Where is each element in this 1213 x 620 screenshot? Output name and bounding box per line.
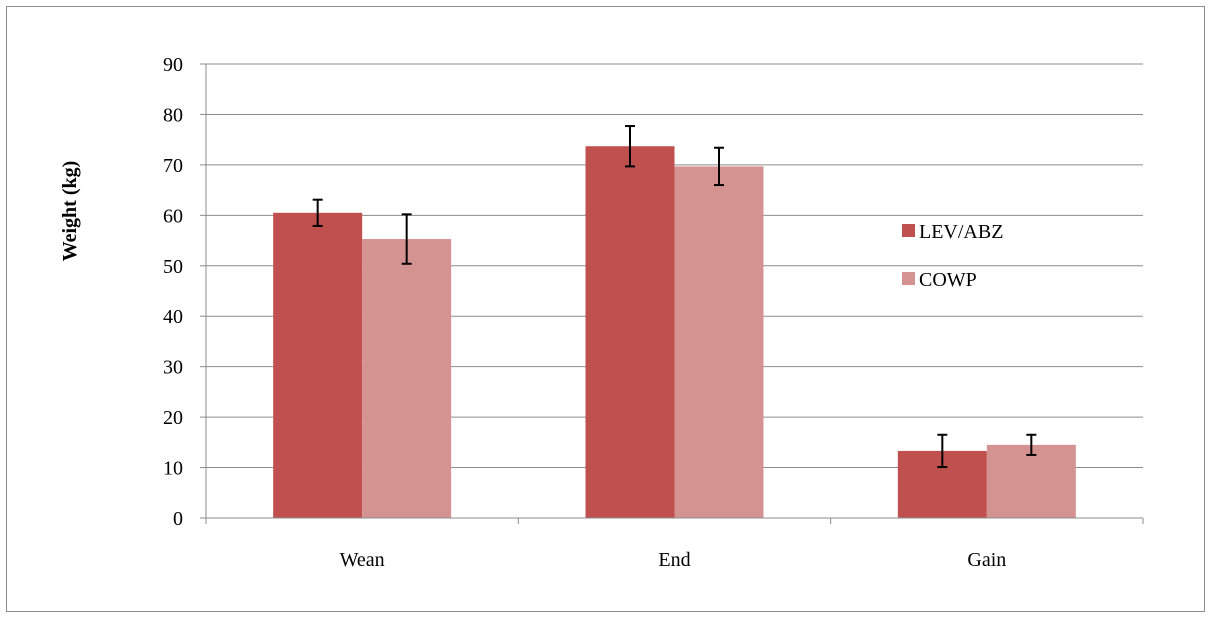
y-axis-label: Weight (kg) xyxy=(59,161,81,262)
legend-item: COWP xyxy=(902,269,977,291)
y-tick-label: 70 xyxy=(163,155,183,177)
legend-swatch xyxy=(902,272,915,285)
error-bar xyxy=(714,146,724,187)
error-bar xyxy=(625,125,635,168)
legend-label: COWP xyxy=(919,269,977,291)
bar-cowp-end xyxy=(674,166,764,518)
x-tick-labels: Wean End Gain xyxy=(340,549,1007,571)
y-tick-label: 40 xyxy=(163,306,183,328)
legend-swatch xyxy=(902,224,915,237)
error-bars xyxy=(312,125,1037,469)
bar-cowp-wean xyxy=(362,239,452,518)
error-bar xyxy=(312,198,323,227)
error-bar xyxy=(1026,433,1037,456)
y-tick-label: 30 xyxy=(163,357,183,379)
y-tick-label: 20 xyxy=(163,407,183,429)
y-tick-label: 90 xyxy=(163,54,183,76)
y-tick-label: 10 xyxy=(163,458,183,480)
bar-lev-abz-wean xyxy=(273,212,363,519)
bar-cowp-gain xyxy=(986,444,1076,518)
x-tick-label: Gain xyxy=(967,549,1006,571)
y-tick-label: 80 xyxy=(163,104,183,126)
y-tick-label: 50 xyxy=(163,256,183,278)
legend-label: LEV/ABZ xyxy=(919,221,1003,243)
x-tick-label: End xyxy=(658,549,690,571)
legend-item: LEV/ABZ xyxy=(902,221,1003,243)
y-tick-label: 60 xyxy=(163,205,183,227)
error-bar xyxy=(401,213,412,265)
error-bar xyxy=(937,433,948,469)
x-tick-label: Wean xyxy=(340,549,385,571)
y-tick-labels: 0 10 20 30 40 50 60 70 80 90 xyxy=(163,54,183,530)
bars xyxy=(273,146,1076,519)
axes xyxy=(200,63,1144,524)
bar-lev-abz-end xyxy=(585,146,675,519)
legend: LEV/ABZ COWP xyxy=(902,221,1003,291)
y-tick-label: 0 xyxy=(173,508,183,530)
